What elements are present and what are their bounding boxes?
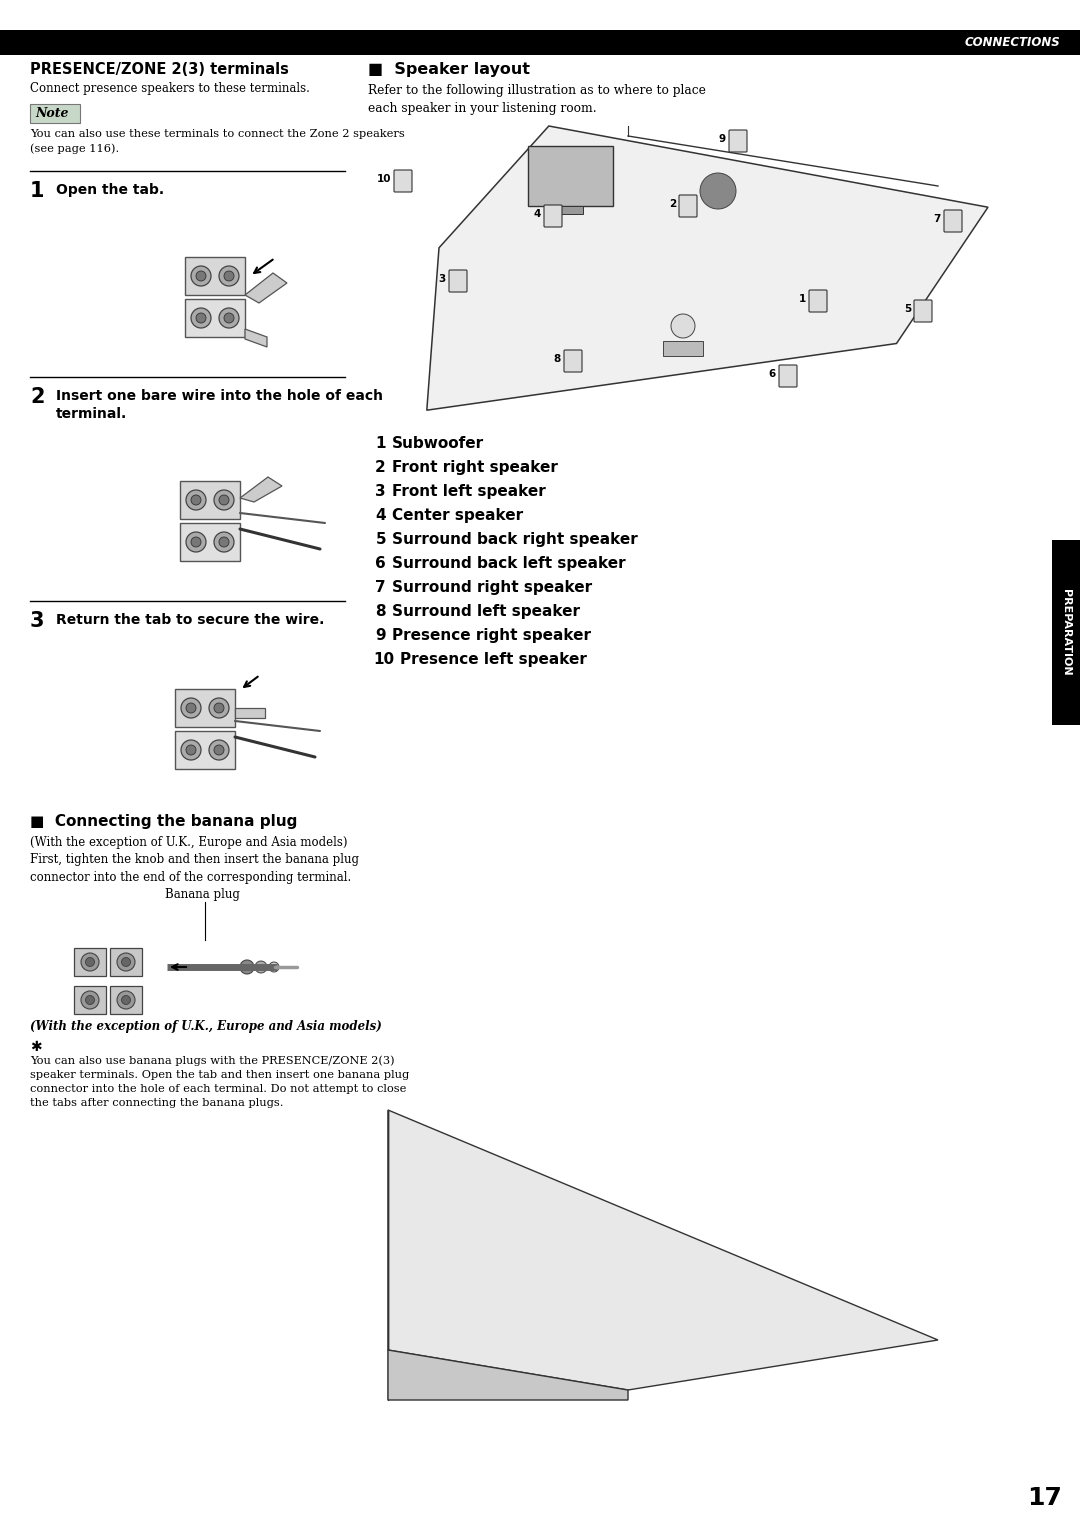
Text: 3: 3 (376, 484, 386, 499)
Text: 7: 7 (376, 580, 386, 595)
Polygon shape (427, 127, 988, 410)
Circle shape (81, 990, 99, 1009)
Circle shape (671, 314, 696, 337)
Text: ■  Speaker layout: ■ Speaker layout (368, 63, 530, 76)
Text: ✱: ✱ (30, 1041, 42, 1054)
Polygon shape (235, 708, 265, 719)
Circle shape (219, 266, 239, 285)
Polygon shape (240, 478, 282, 502)
Bar (1052, 540, 1080, 725)
Text: Open the tab.: Open the tab. (56, 183, 164, 197)
FancyBboxPatch shape (944, 211, 962, 232)
Text: 9: 9 (719, 134, 726, 143)
Circle shape (700, 172, 735, 209)
Text: Return the tab to secure the wire.: Return the tab to secure the wire. (56, 613, 324, 627)
Circle shape (181, 740, 201, 760)
Polygon shape (245, 273, 287, 304)
Text: 3: 3 (30, 610, 44, 630)
Text: 6: 6 (375, 555, 386, 571)
Bar (110, 986, 141, 1013)
Circle shape (121, 957, 131, 966)
Text: Front right speaker: Front right speaker (392, 459, 558, 475)
Bar (0, 31, 1080, 55)
Circle shape (224, 313, 234, 324)
Text: Insert one bare wire into the hole of each
terminal.: Insert one bare wire into the hole of ea… (56, 389, 383, 421)
FancyBboxPatch shape (544, 204, 562, 227)
Text: Surround right speaker: Surround right speaker (392, 580, 592, 595)
Text: Surround left speaker: Surround left speaker (392, 604, 580, 620)
FancyBboxPatch shape (564, 349, 582, 372)
Text: ■  Connecting the banana plug: ■ Connecting the banana plug (30, 813, 297, 829)
Text: Presence left speaker: Presence left speaker (400, 652, 586, 667)
Circle shape (210, 740, 229, 760)
Bar (180, 523, 240, 562)
Text: (With the exception of U.K., Europe and Asia models)
First, tighten the knob and: (With the exception of U.K., Europe and … (30, 836, 359, 884)
Text: Connect presence speakers to these terminals.: Connect presence speakers to these termi… (30, 82, 310, 95)
Circle shape (186, 533, 206, 552)
Text: 1: 1 (799, 295, 806, 304)
Text: 17: 17 (1027, 1486, 1063, 1511)
Circle shape (195, 313, 206, 324)
Bar (175, 690, 235, 726)
Text: 2: 2 (30, 388, 44, 407)
Circle shape (255, 961, 267, 974)
Circle shape (219, 494, 229, 505)
Circle shape (224, 272, 234, 281)
Circle shape (214, 533, 234, 552)
Circle shape (269, 961, 279, 972)
FancyBboxPatch shape (679, 195, 697, 217)
Text: 4: 4 (534, 209, 541, 220)
FancyBboxPatch shape (914, 301, 932, 322)
Circle shape (195, 272, 206, 281)
Bar (75, 986, 106, 1013)
Text: Refer to the following illustration as to where to place
each speaker in your li: Refer to the following illustration as t… (368, 84, 706, 114)
Bar (75, 948, 106, 977)
Text: Presence right speaker: Presence right speaker (392, 629, 591, 642)
Polygon shape (388, 1351, 627, 1399)
Text: Surround back left speaker: Surround back left speaker (392, 555, 625, 571)
FancyBboxPatch shape (394, 169, 411, 192)
Circle shape (121, 995, 131, 1004)
Text: You can also use these terminals to connect the Zone 2 speakers
(see page 116).: You can also use these terminals to conn… (30, 130, 405, 154)
Text: You can also use banana plugs with the PRESENCE/ZONE 2(3)
speaker terminals. Ope: You can also use banana plugs with the P… (30, 1054, 409, 1108)
Text: 1: 1 (376, 436, 386, 452)
Text: 2: 2 (375, 459, 386, 475)
Text: Note: Note (35, 107, 68, 121)
Circle shape (191, 537, 201, 546)
Circle shape (85, 995, 95, 1004)
Text: Banana plug: Banana plug (165, 888, 240, 900)
Circle shape (81, 954, 99, 971)
Text: 10: 10 (373, 652, 394, 667)
Text: (With the exception of U.K., Europe and Asia models): (With the exception of U.K., Europe and … (30, 1019, 381, 1033)
Circle shape (191, 494, 201, 505)
Text: 8: 8 (554, 354, 561, 365)
Circle shape (186, 490, 206, 510)
Bar (663, 340, 703, 356)
Text: 9: 9 (376, 629, 386, 642)
Bar (30, 104, 80, 124)
Text: 6: 6 (769, 369, 777, 378)
Text: Center speaker: Center speaker (392, 508, 523, 523)
Text: 5: 5 (904, 304, 912, 314)
Text: PREPARATION: PREPARATION (1061, 589, 1071, 676)
Bar (185, 256, 245, 295)
Circle shape (186, 703, 195, 713)
FancyBboxPatch shape (809, 290, 827, 311)
Text: 10: 10 (377, 174, 391, 185)
Circle shape (219, 308, 239, 328)
Circle shape (117, 990, 135, 1009)
Polygon shape (245, 330, 267, 346)
Circle shape (181, 697, 201, 719)
Bar (710, 192, 726, 204)
Text: Front left speaker: Front left speaker (392, 484, 545, 499)
Circle shape (240, 960, 254, 974)
Circle shape (191, 266, 211, 285)
Bar (185, 299, 245, 337)
Text: 3: 3 (438, 275, 446, 284)
Text: PRESENCE/ZONE 2(3) terminals: PRESENCE/ZONE 2(3) terminals (30, 63, 288, 76)
Bar (175, 731, 235, 769)
Text: 2: 2 (669, 198, 676, 209)
Text: 4: 4 (376, 508, 386, 523)
Text: 5: 5 (376, 533, 386, 546)
Text: Subwoofer: Subwoofer (392, 436, 484, 452)
